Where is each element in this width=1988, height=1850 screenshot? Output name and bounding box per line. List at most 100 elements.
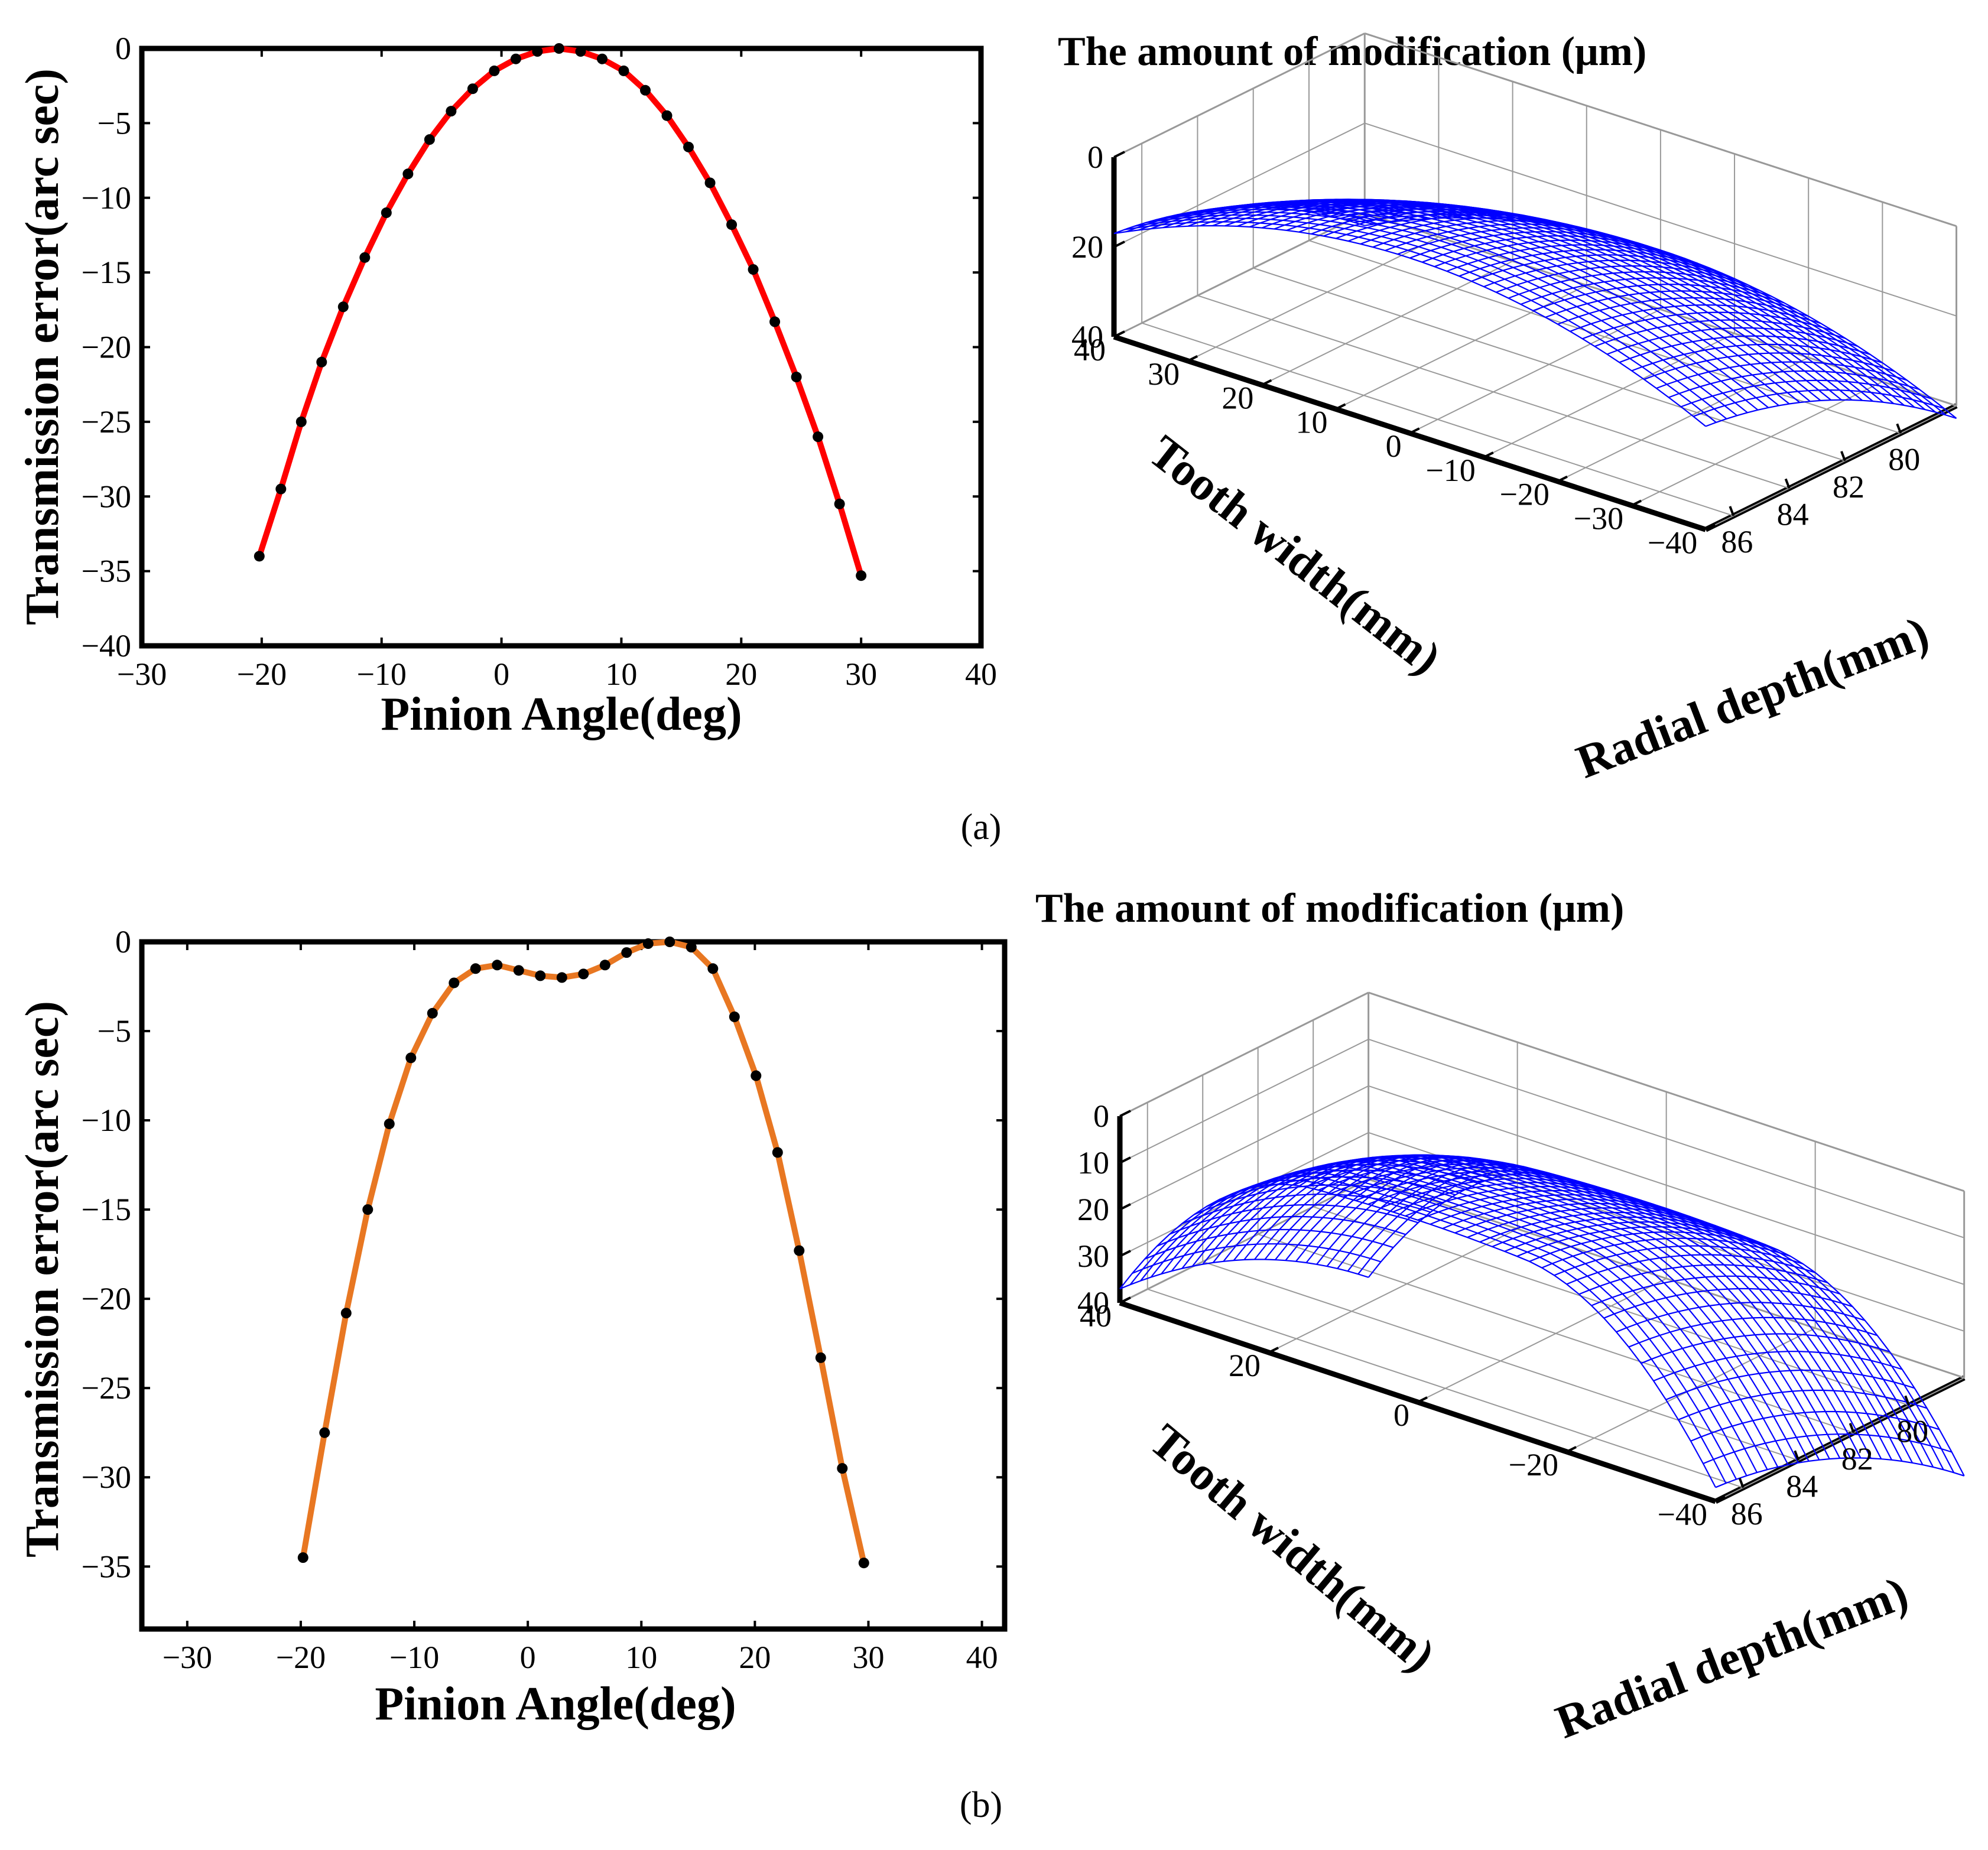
data-point bbox=[729, 1011, 740, 1022]
mesh-line bbox=[1197, 202, 1790, 405]
tooth-width-tick-mark bbox=[1409, 427, 1420, 434]
y-tick-label: −15 bbox=[82, 255, 131, 290]
radial-depth-tick-mark bbox=[1738, 1478, 1745, 1488]
data-point bbox=[556, 972, 567, 983]
data-point bbox=[275, 483, 287, 495]
floor-grid bbox=[1417, 1277, 1667, 1403]
floor-grid bbox=[1197, 295, 1789, 489]
data-point bbox=[578, 968, 589, 980]
y-tick-label: −35 bbox=[82, 554, 131, 589]
wall-grid bbox=[1113, 212, 1365, 337]
z-tick-label: 20 bbox=[1077, 1192, 1109, 1227]
radial-depth-title: Radial depth(mm) bbox=[1570, 607, 1935, 789]
data-markers bbox=[254, 43, 867, 581]
tooth-width-tick-label: 0 bbox=[1393, 1397, 1409, 1433]
mesh-line bbox=[1326, 1161, 1924, 1465]
data-point bbox=[449, 977, 460, 989]
radial-depth-tick-mark bbox=[1840, 451, 1846, 461]
wall-grid bbox=[1119, 991, 1369, 1117]
tooth-width-tick-mark bbox=[1119, 1297, 1130, 1304]
mesh-line bbox=[1124, 221, 1717, 423]
data-point bbox=[704, 177, 716, 188]
mesh-line bbox=[1367, 1172, 1965, 1477]
panel-label-a: (a) bbox=[961, 807, 1002, 847]
data-point bbox=[340, 1308, 352, 1319]
radial-depth-tick-label: 86 bbox=[1721, 524, 1753, 560]
tooth-width-title: Tooth width(mm) bbox=[1140, 1415, 1445, 1682]
floor-grid bbox=[1141, 322, 1734, 516]
tooth-width-ticks: 40 20 0 −20 −40 bbox=[1080, 1297, 1726, 1532]
wall-grid bbox=[1368, 1085, 1964, 1285]
axes-box bbox=[1117, 991, 1966, 1504]
x-tick-label: −30 bbox=[117, 656, 167, 692]
z-tick-mark bbox=[1113, 240, 1125, 248]
mesh-line bbox=[1113, 225, 1706, 427]
y-tick-label: 0 bbox=[115, 924, 131, 960]
y-tick-label: −20 bbox=[82, 330, 131, 365]
data-point bbox=[405, 1052, 417, 1064]
tooth-width-tick-label: −10 bbox=[1425, 453, 1475, 488]
floor-grid bbox=[1147, 1288, 1744, 1488]
tooth-width-tick-mark bbox=[1335, 403, 1346, 411]
mesh-line bbox=[1161, 1169, 1758, 1473]
z-tick-mark bbox=[1119, 1203, 1131, 1211]
data-point bbox=[794, 1245, 805, 1256]
floor-grid bbox=[1261, 261, 1513, 386]
data-point bbox=[424, 134, 435, 145]
y-tick-label: −15 bbox=[82, 1192, 131, 1227]
plot-frame bbox=[139, 939, 1008, 1632]
mesh-line bbox=[1176, 206, 1769, 408]
mesh-line bbox=[1295, 1156, 1892, 1461]
radial-depth-tick-label: 84 bbox=[1777, 496, 1809, 532]
data-point bbox=[297, 1552, 308, 1563]
y-tick-label: −25 bbox=[82, 404, 131, 440]
mesh-line bbox=[1291, 201, 1884, 403]
radial-depth-tick-label: 82 bbox=[1841, 1441, 1873, 1477]
wall-grid bbox=[1119, 1085, 1369, 1210]
y-tick-label: −35 bbox=[82, 1549, 131, 1584]
y-tick-label: −25 bbox=[82, 1370, 131, 1406]
mesh-line bbox=[1302, 202, 1895, 404]
mesh-line bbox=[1271, 199, 1863, 401]
y-tick-label: −10 bbox=[82, 1103, 131, 1138]
mesh-line bbox=[1171, 1166, 1768, 1470]
data-markers bbox=[297, 937, 869, 1569]
data-point bbox=[726, 219, 738, 230]
data-point bbox=[772, 1147, 783, 1158]
data-point bbox=[618, 65, 629, 76]
floor-grid bbox=[1631, 381, 1883, 506]
wall-grid bbox=[1119, 1178, 1369, 1303]
y-tick-label: −10 bbox=[82, 180, 131, 216]
tooth-width-tick-label: 10 bbox=[1295, 404, 1327, 440]
wall-grid bbox=[1368, 991, 1964, 1192]
tooth-width-tick-label: 30 bbox=[1148, 356, 1180, 392]
mesh-line bbox=[1145, 214, 1737, 417]
x-axis-ticks: −30 −20 −10 0 10 20 30 40 bbox=[163, 942, 998, 1675]
mesh-line bbox=[1305, 1158, 1903, 1462]
y-axis-ticks: 0 −5 −10 −15 −20 −25 −30 −35 bbox=[82, 924, 1005, 1584]
data-point bbox=[664, 937, 675, 947]
chart-a-modification-surface: The amount of modification (μm) 0 20 40 40… bbox=[1058, 29, 1958, 789]
x-tick-label: −10 bbox=[389, 1640, 439, 1675]
tooth-width-tick-mark bbox=[1483, 451, 1494, 459]
mesh-line bbox=[1619, 335, 1870, 363]
tooth-width-tick-mark bbox=[1261, 379, 1272, 386]
data-point bbox=[686, 942, 697, 953]
data-point bbox=[470, 963, 481, 974]
y-tick-label: −40 bbox=[82, 628, 131, 664]
data-point bbox=[575, 46, 586, 57]
x-axis-title: Pinion Angle(deg) bbox=[381, 688, 742, 740]
mesh-line bbox=[1323, 206, 1915, 408]
tooth-width-tick-mark bbox=[1715, 1495, 1726, 1503]
tooth-width-tick-mark bbox=[1705, 524, 1716, 531]
mesh-line bbox=[1631, 343, 1883, 372]
data-point bbox=[791, 372, 802, 383]
data-point bbox=[856, 570, 867, 581]
tooth-width-tick-label: −40 bbox=[1648, 525, 1697, 560]
x-tick-label: 30 bbox=[852, 1640, 884, 1675]
mesh-line bbox=[1135, 217, 1727, 420]
floor-grid bbox=[1557, 357, 1809, 482]
mesh-line bbox=[1150, 1172, 1747, 1477]
data-point bbox=[510, 53, 521, 64]
tooth-width-tick-mark bbox=[1631, 499, 1642, 507]
